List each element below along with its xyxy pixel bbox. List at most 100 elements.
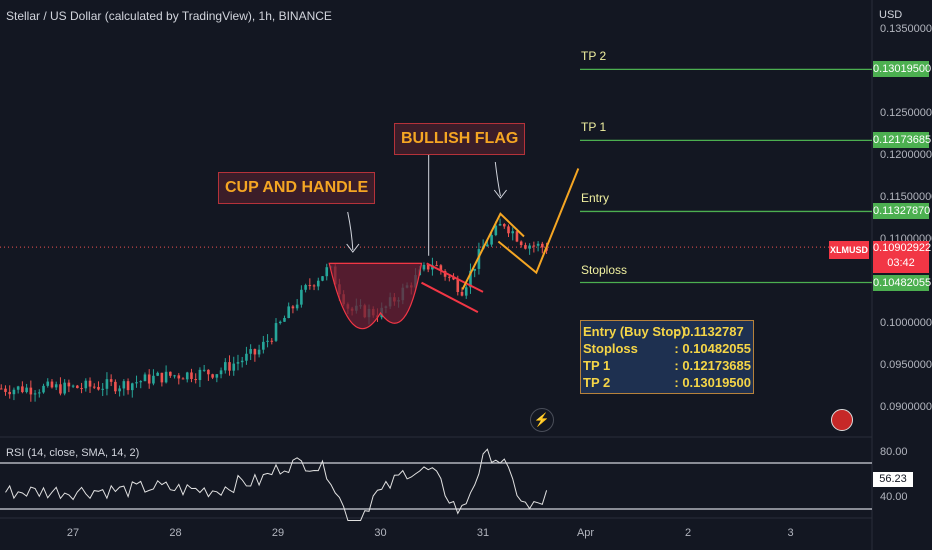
- candle-body: [76, 385, 79, 389]
- flag-arrow: [494, 161, 501, 197]
- flag-lower: [497, 168, 580, 275]
- candle-body: [456, 279, 460, 292]
- candle-body: [202, 369, 206, 371]
- candle-body: [54, 384, 58, 388]
- candle-body: [515, 231, 519, 242]
- level-label-entry[interactable]: Entry: [581, 191, 610, 206]
- candle-body: [253, 349, 257, 355]
- price-tick: 0.11500000: [880, 191, 932, 203]
- candle-body: [156, 372, 159, 376]
- time-tick: 31: [476, 527, 490, 539]
- candle-body: [494, 225, 498, 236]
- last-price-box: 0.10902922 03:42: [873, 241, 932, 273]
- candle-body: [185, 372, 189, 380]
- time-tick: 30: [374, 527, 387, 539]
- candle-body: [502, 223, 506, 227]
- candle-body: [169, 371, 172, 376]
- trade-info-box[interactable]: Entry (Buy Stop): 0.1132787 Stoploss: 0.…: [580, 320, 754, 394]
- candle-body: [249, 349, 252, 354]
- candle-body: [97, 386, 100, 390]
- cup-arrow-head: [346, 243, 360, 253]
- cup-and-handle-label[interactable]: CUP AND HANDLE: [218, 172, 376, 204]
- candle-body: [435, 265, 438, 267]
- candle-body: [88, 380, 92, 387]
- candle-body: [528, 245, 531, 249]
- time-tick: 28: [169, 527, 182, 539]
- candle-body: [532, 245, 536, 247]
- candle-body: [486, 244, 489, 247]
- candle-body: [130, 383, 134, 391]
- candle-body: [164, 371, 168, 383]
- candle-body: [278, 321, 282, 324]
- currency-label: USD: [879, 9, 903, 21]
- time-tick: 3: [787, 527, 794, 539]
- candle-body: [4, 388, 7, 392]
- candle-body: [42, 385, 45, 393]
- candle-body: [33, 393, 37, 395]
- candle-body: [84, 380, 88, 389]
- candle-body: [50, 381, 54, 388]
- candle-body: [37, 392, 41, 394]
- candle-body: [109, 379, 113, 382]
- last-price-value: 0.10902922: [873, 242, 932, 254]
- bullish-flag-label[interactable]: BULLISH FLAG: [394, 123, 526, 155]
- candle-body: [80, 388, 83, 390]
- candle-body: [198, 369, 202, 381]
- candle-body: [228, 362, 231, 371]
- level-price-box: 0.11327870: [873, 203, 931, 220]
- info-row-stoploss: Stoploss: 0.10482055: [583, 341, 751, 356]
- candle-body: [464, 287, 468, 296]
- candle-body: [194, 379, 197, 381]
- level-label-tp1[interactable]: TP 1: [581, 120, 607, 135]
- candle-body: [460, 291, 464, 296]
- lightning-icon[interactable]: ⚡: [530, 408, 554, 432]
- candle-body: [190, 372, 193, 380]
- candle-body: [160, 372, 164, 383]
- candle-body: [67, 382, 71, 387]
- price-tick: 0.09000000: [880, 401, 932, 413]
- candle-body: [257, 349, 261, 355]
- us-flag-icon[interactable]: [831, 409, 853, 431]
- candle-body: [287, 306, 290, 318]
- candle-body: [92, 386, 96, 388]
- level-label-stoploss[interactable]: Stoploss: [581, 262, 628, 277]
- candle-body: [16, 386, 20, 390]
- info-row-entry: Entry (Buy Stop): 0.1132787: [583, 324, 744, 339]
- candle-body: [524, 245, 527, 249]
- candle-body: [321, 276, 324, 281]
- handle-channel-lower: [421, 281, 479, 313]
- candle-body: [490, 235, 493, 245]
- candle-body: [236, 362, 240, 364]
- cup-arrow: [347, 211, 354, 251]
- candle-body: [207, 369, 210, 375]
- handle-channel-upper: [426, 262, 484, 293]
- candle-body: [71, 385, 75, 387]
- candle-body: [181, 378, 185, 380]
- candle-body: [536, 243, 540, 246]
- chart-title: Stellar / US Dollar (calculated by Tradi…: [6, 9, 332, 23]
- candle-body: [46, 381, 50, 386]
- level-price-box: 0.10482055: [873, 274, 932, 291]
- level-label-tp2[interactable]: TP 2: [581, 49, 607, 64]
- candle-body: [126, 381, 130, 391]
- candle-body: [304, 285, 307, 290]
- candle-body: [245, 353, 248, 361]
- level-price-box: 0.12173685: [873, 132, 932, 149]
- rsi-title: RSI (14, close, SMA, 14, 2): [6, 447, 140, 459]
- candle-body: [473, 268, 476, 271]
- candle-body: [8, 391, 12, 395]
- candle-body: [507, 226, 510, 234]
- candle-body: [29, 387, 33, 395]
- candle-body: [300, 289, 303, 305]
- candle-body: [219, 370, 223, 375]
- candle-body: [266, 340, 269, 342]
- candle-body: [325, 267, 329, 277]
- candle-body: [215, 374, 219, 378]
- candle-body: [426, 264, 430, 270]
- candle-body: [211, 374, 214, 378]
